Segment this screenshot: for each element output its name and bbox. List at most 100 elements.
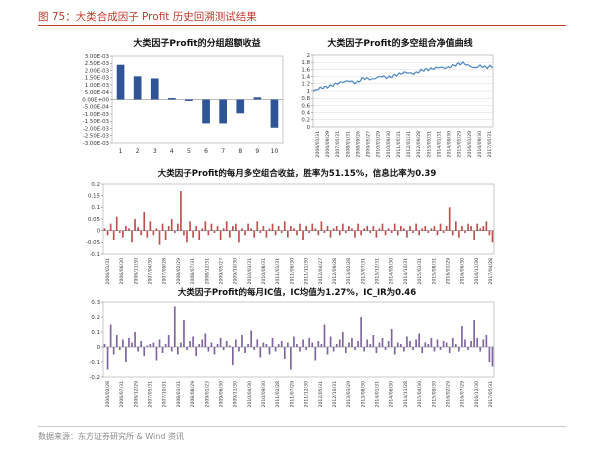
x-tick-label: 10 [271, 148, 279, 155]
x-tick-label: 2008/07/31 [190, 258, 196, 285]
x-tick-label: 2008/12/31 [204, 258, 210, 285]
x-tick-label: 2007/04/30 [148, 258, 154, 285]
x-tick-label: 2013/02/28 [346, 258, 352, 285]
bar [317, 341, 320, 347]
bar [170, 219, 173, 231]
bar [384, 347, 387, 350]
x-tick-label: 2014/05/30 [389, 258, 395, 285]
x-tick-label: 2013/07/31 [360, 258, 366, 285]
bar [424, 226, 427, 231]
bar [290, 226, 292, 231]
y-tick-label: -1.50E-03 [83, 119, 109, 125]
bar [360, 317, 362, 347]
x-tick-label: 9 [255, 148, 259, 155]
bar [375, 230, 378, 238]
bar [115, 335, 118, 347]
bar [134, 219, 136, 231]
bar [427, 230, 430, 233]
bar [363, 228, 366, 231]
bar [146, 345, 149, 347]
bar [326, 347, 329, 355]
chart-title: 大类因子Profit的每月IC值，IC均值为1.27%，IC_IR为0.46 [178, 287, 416, 298]
bar [351, 228, 353, 231]
bar [283, 347, 286, 359]
x-tick-label: 2009/06/30 [218, 381, 224, 408]
bar [280, 230, 283, 233]
bar [164, 230, 167, 240]
bar [183, 320, 185, 347]
bar [244, 347, 246, 353]
bar [335, 344, 338, 347]
bar [467, 223, 469, 231]
bar [235, 223, 237, 231]
bar [363, 347, 366, 352]
nav-line [312, 60, 493, 92]
y-tick-label: 0 [97, 345, 101, 351]
bar [418, 333, 421, 347]
x-tick-label: 2012/04/27 [318, 258, 324, 285]
bar [112, 230, 115, 240]
plot-frame [102, 183, 495, 255]
x-tick-label: 2017/05/31 [488, 381, 494, 408]
y-tick-label: -3.00E-03 [83, 141, 109, 147]
bar [131, 230, 133, 243]
x-tick-label: 2014/09/30 [447, 131, 453, 158]
bar [387, 228, 390, 231]
x-tick-label: 2010/09/30 [261, 381, 267, 408]
bar [482, 339, 485, 347]
bar [158, 339, 161, 347]
bar [247, 223, 249, 231]
bar [366, 339, 369, 347]
x-tick-label: 2012/01/31 [406, 131, 412, 158]
bar [311, 223, 314, 231]
bar [283, 221, 286, 231]
x-tick-label: 4 [170, 148, 174, 155]
bar [290, 347, 292, 370]
bar [225, 341, 228, 347]
data-source: 数据来源：东方证券研究所 & Wind 资讯 [38, 432, 184, 441]
x-tick-label: 2010/03/31 [247, 258, 253, 285]
bar [265, 344, 268, 347]
y-tick-label: -0.05 [86, 240, 100, 246]
chart-monthly-ic: 大类因子Profit的每月IC值，IC均值为1.27%，IC_IR为0.46 0.… [89, 287, 495, 408]
bar [149, 221, 152, 231]
bar [369, 230, 372, 233]
bar [204, 333, 207, 347]
bar [146, 230, 149, 238]
bar [158, 230, 161, 245]
bar [270, 99, 279, 128]
x-tick-label: 2015/09/30 [431, 381, 437, 408]
x-tick-label: 2016/02/29 [445, 381, 451, 408]
y-tick-label: 0.15 [88, 194, 100, 200]
chart-monthly-returns: 大类因子Profit的每月多空组合收益，胜率为51.15%，信息比率为0.39 0… [86, 168, 495, 285]
bar [393, 347, 396, 355]
x-tick-label: 2014/10/31 [403, 258, 409, 285]
bar [137, 347, 139, 352]
bar [286, 230, 289, 238]
x-tick-label: 2006/02/28 [105, 381, 111, 408]
bar [403, 228, 405, 231]
bar [409, 226, 411, 231]
bar [225, 221, 228, 231]
bar [351, 338, 353, 347]
bar [433, 226, 436, 231]
bar [451, 230, 454, 236]
bar [244, 230, 246, 236]
bar [256, 221, 259, 231]
bar [439, 347, 442, 350]
bar [354, 230, 356, 238]
x-tick-label: 2011/02/28 [275, 381, 281, 408]
bar [198, 230, 201, 240]
bar [293, 228, 295, 231]
y-tick-label: 0.1 [91, 330, 100, 336]
bar [360, 230, 362, 236]
y-tick-label: -1.00E-03 [83, 112, 109, 118]
bar [109, 324, 112, 347]
bar [128, 228, 130, 231]
bar [122, 230, 124, 238]
bar [317, 230, 320, 236]
y-tick-label: 2.50E-03 [85, 61, 109, 67]
bar [103, 344, 106, 347]
bar [396, 342, 399, 347]
x-tick-label: 2006/09/29 [325, 131, 331, 158]
